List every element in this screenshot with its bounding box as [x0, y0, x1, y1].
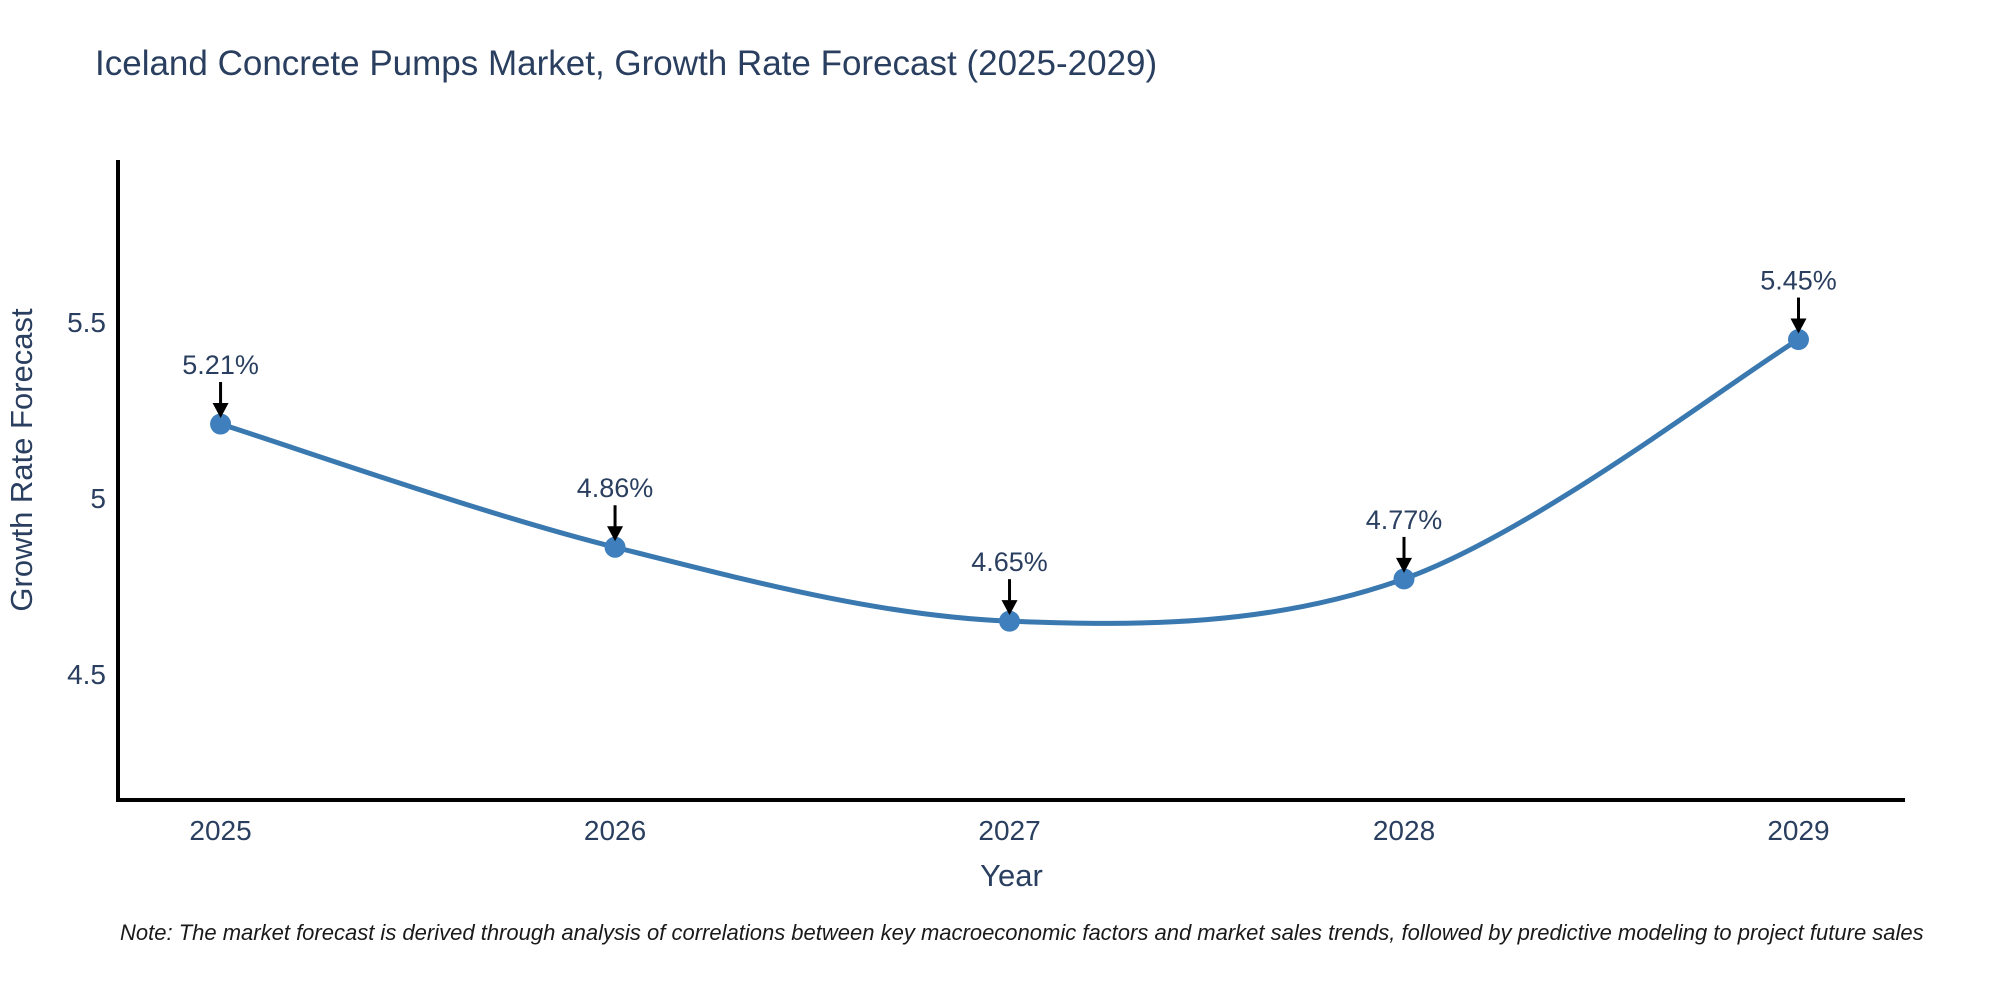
- annotation-arrowhead-icon: [607, 526, 624, 542]
- data-point-2025[interactable]: [210, 413, 232, 435]
- annotation-label: 4.86%: [577, 473, 654, 503]
- x-tick-label: 2025: [189, 815, 251, 846]
- data-point-2026[interactable]: [604, 536, 626, 558]
- annotation-arrowhead-icon: [1790, 318, 1807, 334]
- y-axis-title: Growth Rate Forecast: [4, 308, 39, 612]
- y-tick-label: 5.5: [67, 307, 106, 338]
- annotation-arrowhead-icon: [1001, 600, 1018, 616]
- annotation-label: 4.65%: [971, 547, 1048, 577]
- x-tick-label: 2028: [1373, 815, 1435, 846]
- annotation-label: 5.45%: [1760, 266, 1837, 296]
- annotation-label: 5.21%: [182, 350, 259, 380]
- x-tick-label: 2027: [978, 815, 1040, 846]
- data-point-2028[interactable]: [1393, 568, 1415, 590]
- chart-footnote: Note: The market forecast is derived thr…: [120, 920, 1924, 945]
- data-point-2029[interactable]: [1787, 329, 1809, 351]
- x-tick-label: 2029: [1767, 815, 1829, 846]
- y-tick-label: 4.5: [67, 659, 106, 690]
- annotation-label: 4.77%: [1366, 505, 1443, 535]
- y-tick-label: 5: [90, 483, 106, 514]
- x-tick-label: 2026: [584, 815, 646, 846]
- annotation-arrowhead-icon: [212, 403, 229, 419]
- chart-title: Iceland Concrete Pumps Market, Growth Ra…: [95, 44, 1158, 83]
- data-point-2027[interactable]: [999, 610, 1021, 632]
- annotation-arrowhead-icon: [1396, 557, 1413, 573]
- x-axis-title: Year: [980, 858, 1043, 893]
